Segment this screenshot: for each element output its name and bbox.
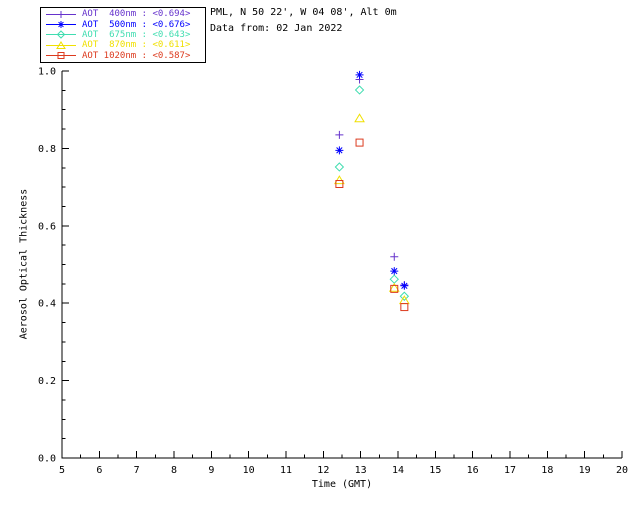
legend-label: AOT 400nm : <0.694> (82, 9, 191, 20)
series-aot-870nm (334, 113, 410, 305)
legend-label: AOT 1020nm : <0.587> (82, 50, 191, 61)
legend-item: AOT 870nm : <0.611> (43, 40, 203, 50)
y-tick-label: 0.0 (38, 454, 56, 465)
legend-item: AOT 1020nm : <0.587> (43, 51, 203, 61)
y-tick-label: 0.2 (38, 376, 56, 387)
data-date: Data from: 02 Jan 2022 (210, 23, 343, 34)
legend-item: AOT 675nm : <0.643> (43, 30, 203, 40)
y-tick-label: 0.6 (38, 221, 56, 232)
legend-item: AOT 400nm : <0.694> (43, 9, 203, 19)
legend: AOT 400nm : <0.694> AOT 500nm : <0.676> AO… (40, 7, 206, 63)
legend-label: AOT 675nm : <0.643> (82, 29, 191, 40)
x-tick-label: 7 (134, 465, 140, 476)
y-tick-labels: 0.0 0.2 0.4 0.6 0.8 1.0 (38, 67, 56, 465)
legend-item: AOT 500nm : <0.676> (43, 19, 203, 30)
legend-label: AOT 870nm : <0.611> (82, 40, 191, 51)
y-tick-label: 0.4 (38, 299, 56, 310)
x-tick-label: 9 (208, 465, 214, 476)
x-tick-label: 20 (616, 465, 628, 476)
triangle-marker-icon (46, 40, 76, 49)
x-tick-labels: 5 6 7 8 9 10 11 12 13 14 15 16 17 18 19 20 (59, 465, 628, 476)
y-axis-ticks (62, 70, 69, 459)
x-tick-label: 6 (96, 465, 102, 476)
x-tick-label: 17 (504, 465, 516, 476)
y-tick-label: 1.0 (38, 67, 56, 78)
series-aot-675nm (334, 85, 410, 301)
diamond-marker-icon (46, 30, 76, 40)
x-tick-label: 11 (280, 465, 292, 476)
x-axis-ticks (61, 451, 623, 458)
x-tick-label: 16 (467, 465, 479, 476)
x-tick-label: 12 (317, 465, 329, 476)
asterisk-marker-icon (46, 21, 76, 29)
y-tick-label: 0.8 (38, 144, 56, 155)
x-tick-label: 13 (355, 465, 367, 476)
x-tick-label: 15 (429, 465, 441, 476)
x-tick-label: 14 (392, 465, 404, 476)
series-aot-400nm (335, 75, 409, 290)
x-tick-label: 19 (579, 465, 591, 476)
x-tick-label: 10 (243, 465, 255, 476)
square-marker-icon (46, 52, 76, 60)
plus-marker-icon (46, 10, 76, 18)
axes (61, 71, 622, 459)
x-tick-label: 18 (541, 465, 553, 476)
series-aot-500nm (335, 70, 409, 290)
y-axis-label: Aerosol Optical Thickness (18, 188, 30, 340)
x-tick-label: 8 (171, 465, 177, 476)
station-info: PML, N 50 22', W 04 08', Alt 0m (210, 7, 397, 18)
x-axis-label: Time (GMT) (311, 479, 373, 490)
x-tick-label: 5 (59, 465, 65, 476)
series-aot-1020nm (335, 138, 409, 312)
header: PML, N 50 22', W 04 08', Alt 0m Data fro… (210, 5, 397, 37)
legend-label: AOT 500nm : <0.676> (82, 19, 191, 30)
